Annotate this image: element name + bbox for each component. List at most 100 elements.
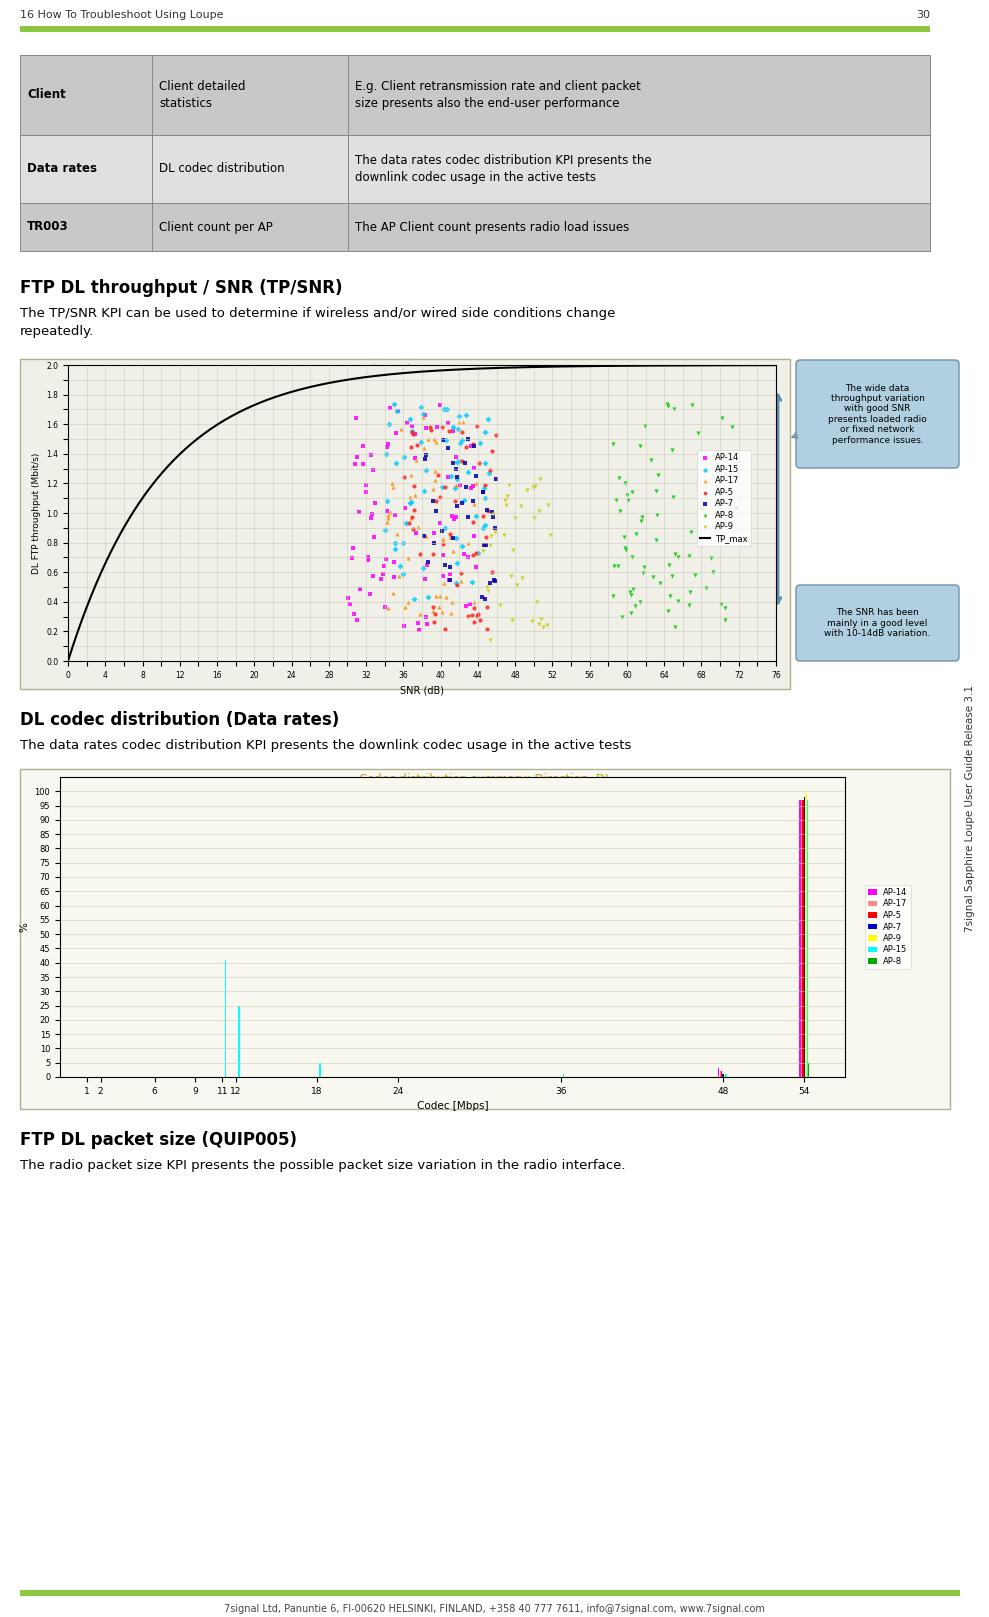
AP-7 <box>460 505 476 530</box>
AP-14 <box>458 593 474 619</box>
Bar <box>152 204 347 251</box>
Bar <box>225 960 226 1077</box>
AP-5 <box>473 606 489 632</box>
AP-5 <box>466 430 482 456</box>
AP-7 <box>442 568 458 593</box>
AP-14 <box>349 606 365 632</box>
Text: FTP DL packet size (QUIP005): FTP DL packet size (QUIP005) <box>20 1130 297 1150</box>
AP-7 <box>440 435 456 461</box>
AP-15 <box>470 540 486 566</box>
AP-14 <box>382 396 398 422</box>
AP-5 <box>453 559 469 585</box>
AP-9 <box>485 501 500 527</box>
TP_max <box>62 652 74 671</box>
TP_max <box>484 359 495 378</box>
AP-15 <box>404 419 419 445</box>
AP-14 <box>407 420 423 446</box>
AP-15 <box>413 430 429 456</box>
Bar <box>721 1072 722 1077</box>
Text: The SNR has been
mainly in a good level
with 10-14dB variation.: The SNR has been mainly in a good level … <box>825 608 931 637</box>
AP-5 <box>412 542 428 568</box>
AP-17 <box>449 472 465 498</box>
AP-8 <box>681 543 697 569</box>
AP-15 <box>445 414 461 440</box>
AP-5 <box>469 603 485 629</box>
AP-8 <box>683 519 699 545</box>
AP-14 <box>408 521 424 547</box>
AP-8 <box>705 559 721 585</box>
AP-8 <box>663 584 678 610</box>
AP-8 <box>670 545 685 571</box>
AP-14 <box>340 585 356 611</box>
AP-17 <box>403 462 418 488</box>
Legend: AP-14, AP-17, AP-5, AP-7, AP-9, AP-15, AP-8: AP-14, AP-17, AP-5, AP-7, AP-9, AP-15, A… <box>864 884 911 969</box>
AP-14 <box>468 555 484 581</box>
AP-9 <box>504 606 520 632</box>
AP-5 <box>484 438 499 464</box>
AP-9 <box>539 613 555 639</box>
Y-axis label: DL FTP throughput (Mbit/s): DL FTP throughput (Mbit/s) <box>32 453 41 574</box>
X-axis label: Codec [Mbps]: Codec [Mbps] <box>416 1101 489 1111</box>
AP-9 <box>483 532 498 558</box>
Bar <box>804 797 805 1077</box>
AP-17 <box>404 506 419 532</box>
AP-17 <box>467 490 483 516</box>
AP-9 <box>532 466 548 492</box>
AP-7 <box>475 584 491 610</box>
AP-17 <box>410 514 426 540</box>
AP-14 <box>345 602 361 627</box>
AP-15 <box>395 561 410 587</box>
AP-5 <box>426 610 442 635</box>
AP-5 <box>479 593 494 619</box>
AP-17 <box>468 471 484 496</box>
Text: 16 How To Troubleshoot Using Loupe: 16 How To Troubleshoot Using Loupe <box>20 10 224 19</box>
AP-7 <box>475 480 491 506</box>
AP-15 <box>379 488 395 514</box>
AP-5 <box>425 540 441 566</box>
AP-14 <box>388 501 404 527</box>
TP_max <box>482 359 494 378</box>
AP-17 <box>430 593 446 619</box>
AP-5 <box>397 464 412 490</box>
AP-14 <box>364 505 380 530</box>
Text: DL codec distribution: DL codec distribution <box>159 162 285 176</box>
AP-17 <box>427 458 443 483</box>
FancyBboxPatch shape <box>306 834 494 925</box>
AP-9 <box>499 483 515 509</box>
AP-8 <box>668 542 683 568</box>
AP-7 <box>477 587 493 613</box>
AP-14 <box>379 498 395 524</box>
Bar <box>20 770 950 1109</box>
AP-7 <box>488 568 503 593</box>
AP-17 <box>444 589 460 614</box>
AP-14 <box>466 454 482 480</box>
AP-7 <box>485 505 500 530</box>
AP-14 <box>405 412 420 438</box>
AP-17 <box>432 584 448 610</box>
AP-5 <box>468 540 484 566</box>
AP-8 <box>702 545 718 571</box>
Bar <box>718 1069 719 1077</box>
AP-9 <box>496 487 512 513</box>
AP-15 <box>418 458 434 483</box>
AP-17 <box>454 568 470 593</box>
AP-5 <box>442 521 458 547</box>
AP-9 <box>512 493 528 519</box>
AP-5 <box>469 412 485 438</box>
AP-17 <box>403 485 418 511</box>
Text: Data rates: Data rates <box>27 162 97 176</box>
Text: The data rates codec distribution KPI presents the downlink codec usage in the a: The data rates codec distribution KPI pr… <box>20 739 631 752</box>
AP-15 <box>457 487 473 513</box>
AP-5 <box>476 503 492 529</box>
AP-14 <box>376 553 392 579</box>
AP-8 <box>618 537 634 563</box>
AP-5 <box>447 488 463 514</box>
AP-14 <box>444 503 460 529</box>
AP-9 <box>535 613 551 639</box>
Text: TR003: TR003 <box>27 220 68 233</box>
X-axis label: SNR (dB): SNR (dB) <box>400 686 444 695</box>
TP_max <box>495 357 507 377</box>
AP-9 <box>498 492 514 517</box>
AP-14 <box>426 521 442 547</box>
AP-15 <box>443 462 459 488</box>
